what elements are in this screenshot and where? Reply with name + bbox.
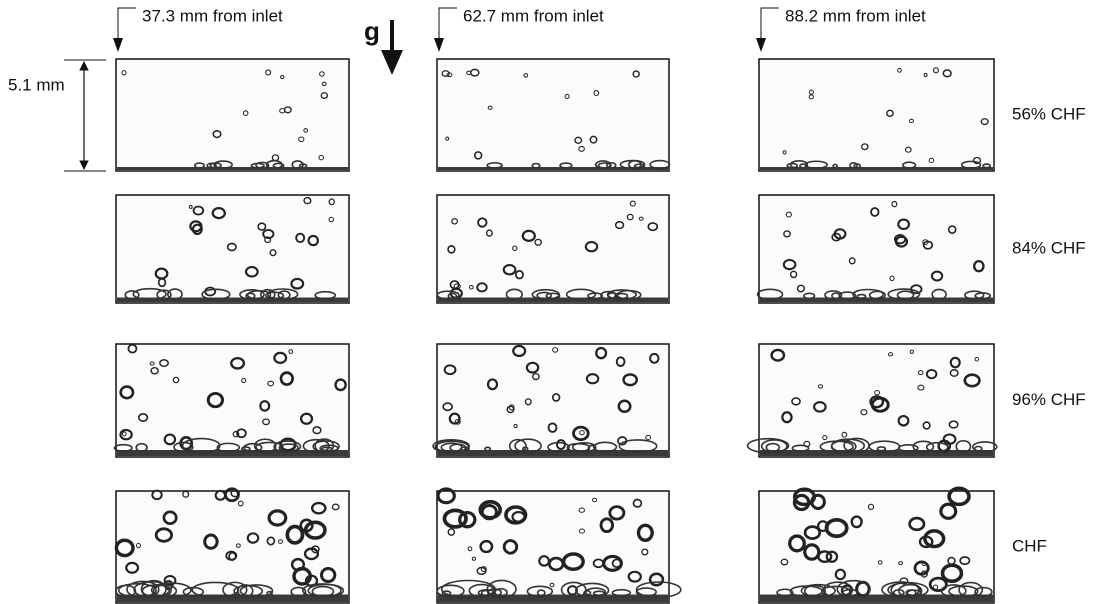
gravity-label: g bbox=[364, 16, 380, 46]
row-label: CHF bbox=[1012, 536, 1047, 555]
column-label: 37.3 mm from inlet bbox=[142, 6, 283, 25]
photo-frame bbox=[759, 195, 994, 303]
height-label: 5.1 mm bbox=[8, 75, 65, 94]
heated-wall bbox=[117, 167, 348, 170]
gravity-arrow-head bbox=[381, 50, 403, 75]
row-label: 96% CHF bbox=[1012, 390, 1086, 409]
inlet-arrow-head bbox=[756, 38, 766, 52]
page: g 5.1 mm 37.3 mm from inlet 62.7 mm from … bbox=[0, 0, 1112, 604]
figure: g 5.1 mm 37.3 mm from inlet 62.7 mm from … bbox=[0, 0, 1112, 604]
photo-frame bbox=[116, 59, 349, 171]
inlet-arrow-head bbox=[113, 38, 123, 52]
column-label: 62.7 mm from inlet bbox=[463, 6, 604, 25]
photo-frame bbox=[437, 195, 669, 303]
row-label: 56% CHF bbox=[1012, 104, 1086, 123]
photo-frame bbox=[116, 195, 349, 303]
row-label: 84% CHF bbox=[1012, 238, 1086, 257]
column-label: 88.2 mm from inlet bbox=[785, 6, 926, 25]
photo-frame bbox=[759, 59, 994, 171]
inlet-arrow-head bbox=[434, 38, 444, 52]
